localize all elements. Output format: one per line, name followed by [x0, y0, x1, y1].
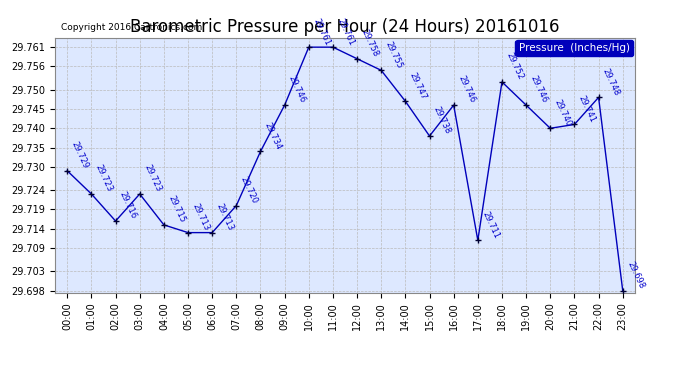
Text: 29.761: 29.761 — [311, 16, 332, 47]
Text: 29.741: 29.741 — [577, 94, 598, 124]
Text: 29.734: 29.734 — [263, 121, 284, 151]
Text: 29.715: 29.715 — [166, 194, 187, 225]
Text: 29.713: 29.713 — [190, 202, 211, 232]
Text: 29.761: 29.761 — [335, 16, 356, 47]
Text: 29.711: 29.711 — [480, 210, 501, 240]
Text: 29.746: 29.746 — [529, 75, 549, 105]
Text: 29.723: 29.723 — [142, 164, 163, 194]
Text: 29.748: 29.748 — [601, 67, 622, 97]
Title: Barometric Pressure per Hour (24 Hours) 20161016: Barometric Pressure per Hour (24 Hours) … — [130, 18, 560, 36]
Text: 29.698: 29.698 — [625, 260, 646, 290]
Text: 29.729: 29.729 — [70, 140, 90, 170]
Text: 29.740: 29.740 — [553, 98, 573, 128]
Text: 29.755: 29.755 — [384, 40, 404, 70]
Text: 29.713: 29.713 — [215, 202, 235, 232]
Text: 29.758: 29.758 — [359, 28, 380, 58]
Text: 29.752: 29.752 — [504, 51, 525, 81]
Text: Copyright 2016 Cartronics.com: Copyright 2016 Cartronics.com — [61, 23, 202, 32]
Text: 29.746: 29.746 — [287, 75, 308, 105]
Text: 29.738: 29.738 — [432, 105, 453, 136]
Text: 29.716: 29.716 — [118, 190, 139, 220]
Text: 29.723: 29.723 — [94, 164, 115, 194]
Text: 29.747: 29.747 — [408, 70, 428, 101]
Legend: Pressure  (Inches/Hg): Pressure (Inches/Hg) — [515, 40, 633, 56]
Text: 29.746: 29.746 — [456, 75, 477, 105]
Text: 29.720: 29.720 — [239, 175, 259, 205]
